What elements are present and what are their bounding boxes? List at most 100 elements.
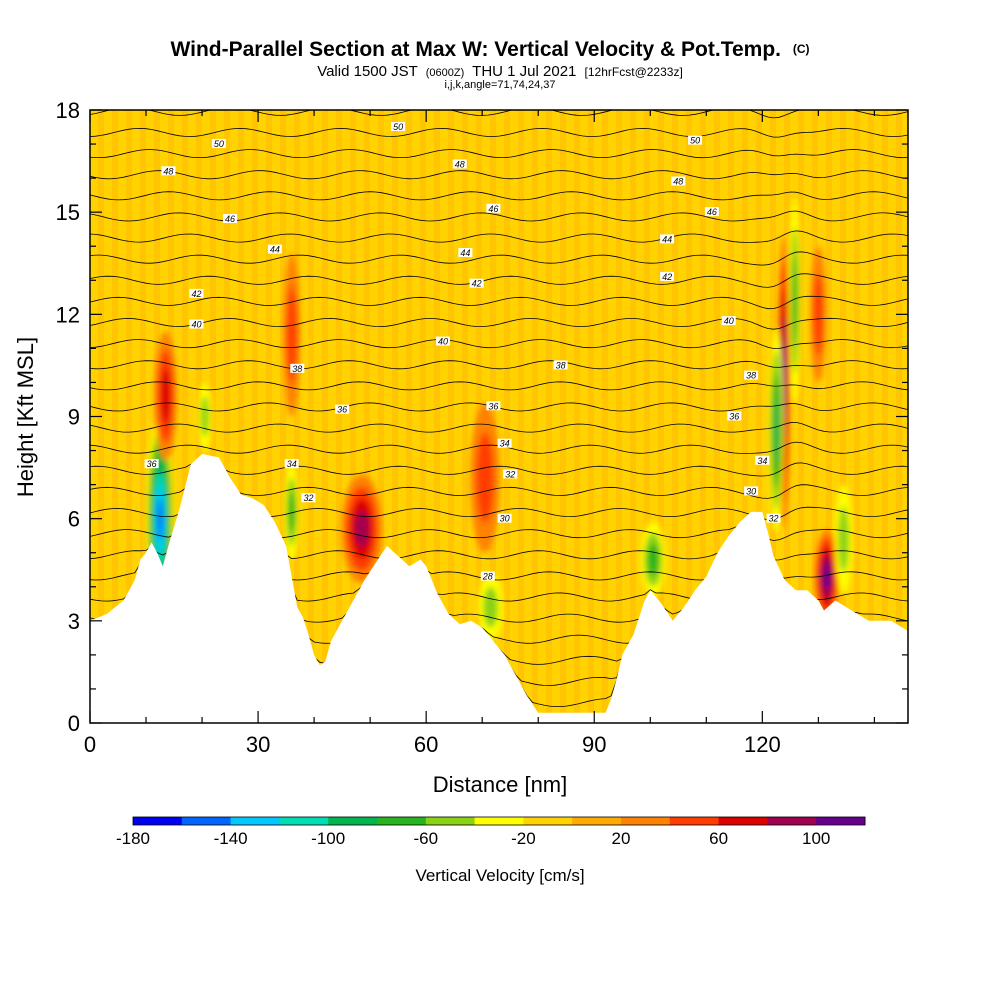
velocity-cell-band bbox=[483, 586, 498, 628]
theta-label-36: 36 bbox=[727, 411, 742, 422]
theta-label-text: 48 bbox=[673, 177, 683, 187]
theta-label-46: 46 bbox=[486, 203, 501, 214]
theta-label-bg bbox=[435, 336, 450, 346]
colorbar-label: Vertical Velocity [cm/s] bbox=[415, 866, 584, 885]
velocity-cell-band bbox=[647, 543, 659, 576]
theta-label-bg bbox=[223, 213, 238, 223]
velocity-cell-2 bbox=[154, 331, 177, 461]
theta-label-28: 28 bbox=[480, 571, 495, 582]
velocity-cell-15 bbox=[810, 246, 827, 383]
theta-label-text: 46 bbox=[707, 207, 717, 217]
theta-label-bg bbox=[497, 438, 512, 448]
colorbar-swatch bbox=[279, 817, 329, 825]
theta-label-38: 38 bbox=[290, 363, 305, 374]
velocity-cell-8 bbox=[478, 573, 503, 642]
colorbar-tick-label: -20 bbox=[511, 829, 536, 848]
theta-label-text: 44 bbox=[662, 234, 672, 244]
chart-subtitle: Valid 1500 JST (0600Z) THU 1 Jul 2021 [1… bbox=[317, 63, 683, 80]
theta-label-40: 40 bbox=[189, 319, 204, 330]
colorbar-swatch bbox=[669, 817, 720, 825]
theta-label-46: 46 bbox=[704, 207, 719, 217]
theta-contour-line bbox=[90, 230, 908, 243]
theta-label-46: 46 bbox=[223, 213, 238, 224]
velocity-cell-band bbox=[838, 506, 849, 572]
velocity-cell-9 bbox=[640, 522, 666, 597]
x-tick-label: 30 bbox=[246, 732, 270, 757]
theta-label-bg bbox=[458, 248, 473, 258]
theta-label-text: 40 bbox=[724, 316, 734, 326]
theta-label-bg bbox=[660, 271, 675, 281]
theta-label-text: 38 bbox=[556, 360, 566, 370]
theta-label-30: 30 bbox=[497, 513, 512, 524]
y-tick-label: 12 bbox=[56, 302, 80, 327]
velocity-cell-band bbox=[157, 498, 163, 540]
colorbar-swatch bbox=[767, 817, 817, 825]
chart-title: Wind-Parallel Section at Max W: Vertical… bbox=[170, 38, 809, 61]
velocity-cell-band bbox=[823, 563, 831, 590]
theta-label-text: 32 bbox=[505, 469, 515, 479]
theta-label-text: 32 bbox=[769, 514, 779, 524]
colorbar-swatch bbox=[816, 817, 866, 825]
theta-label-44: 44 bbox=[267, 244, 282, 255]
theta-label-text: 46 bbox=[225, 214, 235, 224]
theta-label-bg bbox=[189, 319, 204, 329]
theta-label-text: 38 bbox=[292, 364, 302, 374]
theta-label-text: 44 bbox=[460, 248, 470, 258]
theta-label-36: 36 bbox=[335, 404, 350, 415]
theta-label-bg bbox=[744, 370, 759, 380]
theta-label-bg bbox=[727, 411, 742, 421]
colorbar-tick-label: -60 bbox=[414, 829, 439, 848]
theta-label-36: 36 bbox=[486, 401, 501, 411]
theta-contour-line bbox=[90, 459, 908, 477]
theta-label-44: 44 bbox=[660, 234, 675, 244]
theta-label-bg bbox=[766, 513, 781, 523]
theta-label-text: 36 bbox=[729, 412, 739, 422]
colorbar-swatch bbox=[474, 817, 524, 825]
theta-label-text: 34 bbox=[287, 459, 297, 469]
colorbar-swatch bbox=[230, 817, 280, 825]
y-axis-label: Height [Kft MSL] bbox=[13, 337, 38, 497]
theta-label-34: 34 bbox=[755, 455, 770, 466]
theta-label-bg bbox=[189, 288, 204, 298]
y-tick-label: 18 bbox=[56, 98, 80, 123]
velocity-cell-band bbox=[286, 285, 297, 384]
theta-label-bg bbox=[452, 159, 467, 169]
theta-label-bg bbox=[284, 459, 299, 469]
theta-label-42: 42 bbox=[469, 278, 484, 289]
y-tick-label: 0 bbox=[68, 711, 80, 736]
subtitle-date: THU 1 Jul 2021 bbox=[472, 63, 576, 80]
theta-label-32: 32 bbox=[301, 493, 316, 503]
colorbar-tick-label: 20 bbox=[612, 829, 631, 848]
x-axis-ticks: 0 30 60 90 120 bbox=[84, 110, 875, 757]
theta-label-40: 40 bbox=[721, 316, 736, 326]
theta-label-bg bbox=[144, 459, 159, 469]
velocity-cell-band bbox=[773, 396, 779, 465]
theta-label-36: 36 bbox=[144, 459, 159, 469]
theta-label-bg bbox=[486, 401, 501, 411]
theta-label-48: 48 bbox=[161, 166, 176, 176]
theta-label-34: 34 bbox=[497, 438, 512, 449]
theta-label-text: 48 bbox=[163, 166, 173, 176]
theta-contour-line bbox=[90, 127, 908, 138]
theta-label-bg bbox=[267, 244, 282, 254]
theta-label-text: 36 bbox=[147, 459, 157, 469]
velocity-cell-band bbox=[813, 273, 824, 356]
chart-title-mark: (C) bbox=[793, 42, 810, 56]
theta-label-bg bbox=[503, 469, 518, 479]
theta-label-bg bbox=[486, 203, 501, 213]
theta-label-bg bbox=[704, 207, 719, 217]
colorbar-swatch bbox=[523, 817, 573, 825]
theta-contour-line bbox=[90, 191, 908, 201]
theta-label-bg bbox=[744, 486, 759, 496]
theta-contour-line bbox=[90, 251, 908, 266]
colorbar-frame bbox=[132, 816, 866, 826]
colorbar-swatch bbox=[425, 817, 476, 825]
theta-label-42: 42 bbox=[189, 288, 204, 299]
y-tick-label: 9 bbox=[68, 405, 80, 430]
theta-label-bg bbox=[469, 278, 484, 288]
theta-label-44: 44 bbox=[458, 248, 473, 258]
velocity-cell-band bbox=[160, 368, 171, 424]
theta-label-text: 30 bbox=[746, 486, 756, 496]
theta-label-text: 46 bbox=[488, 204, 498, 214]
